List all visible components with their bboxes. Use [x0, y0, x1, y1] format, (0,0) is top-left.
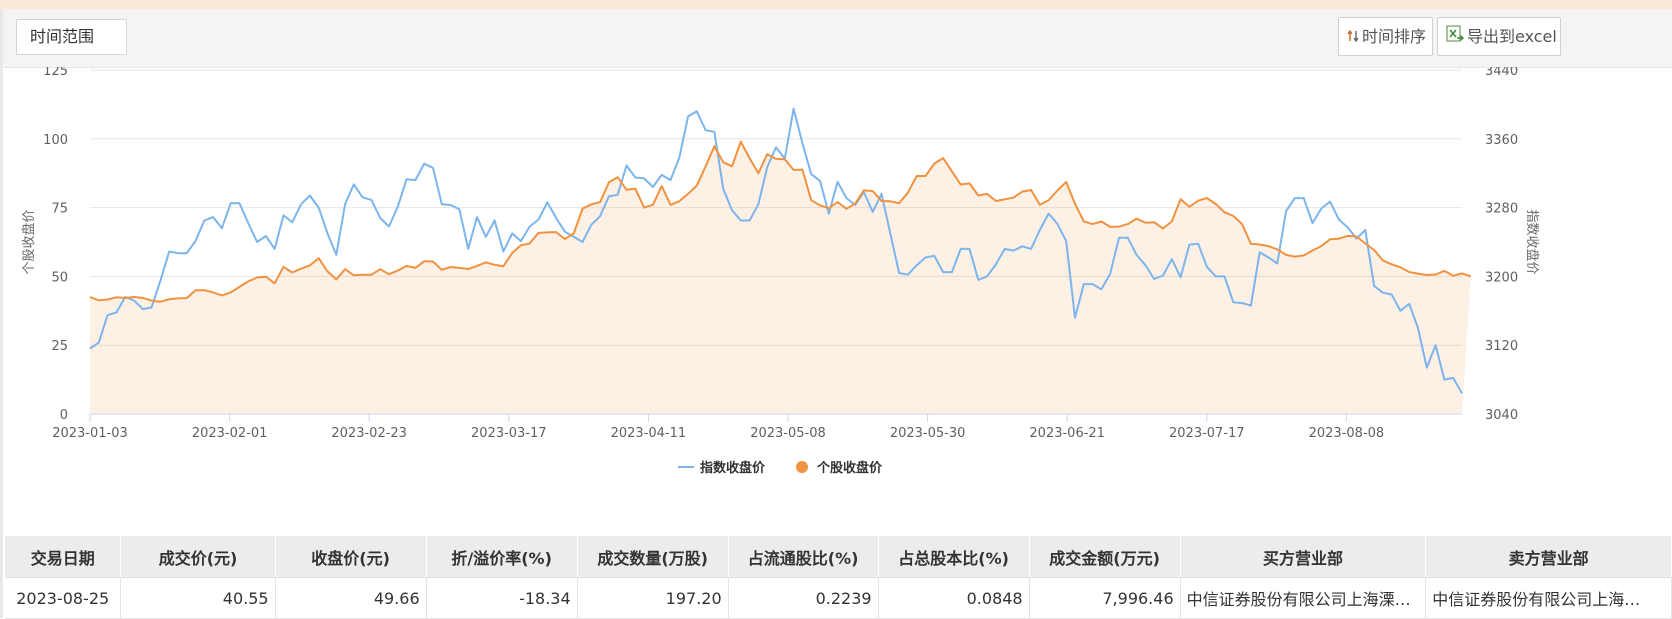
right-axis-title: 指数收盘价: [1524, 209, 1540, 274]
top-accent-bar: [0, 0, 1672, 9]
left-tick-label: 75: [51, 202, 68, 217]
left-tick-label: 25: [51, 339, 68, 354]
series-line-1: [89, 140, 1472, 303]
x-tick-label: 2023-02-23: [331, 426, 407, 441]
x-tick-label: 2023-01-03: [52, 426, 128, 441]
left-tick-label: 100: [43, 133, 68, 148]
table-cell: 中信证券股份有限公司上海…: [1425, 577, 1672, 619]
toolbar: 时间范围 时间排序 导出到excel: [3, 9, 1672, 68]
right-tick-label: 3440: [1485, 67, 1518, 79]
right-tick-label: 3040: [1485, 408, 1518, 423]
table-cell: 40.55: [120, 577, 276, 619]
table-cell: 197.20: [577, 577, 729, 619]
excel-export-icon: [1446, 19, 1464, 56]
table-header-cell[interactable]: 成交数量(万股): [577, 536, 729, 578]
time-sort-button[interactable]: 时间排序: [1338, 17, 1433, 56]
export-excel-label: 导出到excel: [1467, 27, 1557, 46]
right-tick-label: 3360: [1485, 133, 1518, 148]
table-cell: 0.0848: [878, 577, 1030, 619]
table-row[interactable]: 2023-08-25 40.55 49.66 -18.34 197.20 0.2239 0.…: [5, 577, 1672, 619]
table-cell: 2023-08-25: [5, 577, 122, 619]
table-cell: 中信证券股份有限公司上海溧…: [1180, 577, 1427, 619]
x-tick-label: 2023-08-08: [1309, 426, 1385, 441]
table-cell: -18.34: [426, 577, 578, 619]
time-sort-label: 时间排序: [1362, 27, 1427, 46]
x-tick-label: 2023-04-11: [611, 426, 687, 441]
table-header-cell[interactable]: 收盘价(元): [275, 536, 427, 578]
table-header-cell[interactable]: 占总股本比(%): [878, 536, 1030, 578]
left-tick-label: 50: [51, 270, 68, 285]
right-tick-label: 3120: [1485, 339, 1518, 354]
table-cell: 49.66: [275, 577, 427, 619]
table-header-cell[interactable]: 折/溢价率(%): [426, 536, 578, 578]
right-tick-label: 3280: [1485, 202, 1518, 217]
x-tick-label: 2023-02-01: [192, 426, 268, 441]
x-tick-label: 2023-05-08: [750, 426, 826, 441]
left-axis-title: 个股收盘价: [21, 209, 37, 274]
line-chart: 0 25 50 75 100 125 3040 3120 3200 3280 3360 3440 202…: [21, 67, 1540, 476]
series-line-0: [89, 107, 1463, 394]
left-border: [0, 9, 3, 618]
export-excel-button[interactable]: 导出到excel: [1437, 17, 1561, 56]
block-trade-table: 交易日期 成交价(元) 收盘价(元) 折/溢价率(%) 成交数量(万股) 占流通股比(%)…: [5, 536, 1672, 619]
time-range-selector[interactable]: 时间范围: [16, 19, 127, 55]
table-header-cell[interactable]: 卖方营业部: [1425, 536, 1672, 578]
right-tick-label: 3200: [1485, 270, 1518, 285]
table-header-cell[interactable]: 买方营业部: [1180, 536, 1427, 578]
left-tick-label: 0: [60, 408, 68, 423]
table-header-cell[interactable]: 成交价(元): [120, 536, 276, 578]
table-header-cell[interactable]: 成交金额(万元): [1029, 536, 1181, 578]
sort-arrows-icon: [1347, 19, 1359, 56]
x-tick-label: 2023-03-17: [471, 426, 547, 441]
legend-label: 指数收盘价: [700, 460, 766, 476]
legend-label: 个股收盘价: [816, 460, 883, 476]
x-tick-label: 2023-05-30: [890, 426, 966, 441]
x-tick-label: 2023-07-17: [1169, 426, 1245, 441]
left-tick-label: 125: [43, 67, 68, 79]
series-area-1: [90, 141, 1471, 414]
x-tick-label: 2023-06-21: [1029, 426, 1105, 441]
table-cell: 7,996.46: [1029, 577, 1181, 619]
table-header-cell[interactable]: 占流通股比(%): [728, 536, 879, 578]
table-cell: 0.2239: [728, 577, 879, 619]
legend-symbol-stock: [796, 461, 808, 473]
table-header-cell[interactable]: 交易日期: [5, 536, 122, 578]
